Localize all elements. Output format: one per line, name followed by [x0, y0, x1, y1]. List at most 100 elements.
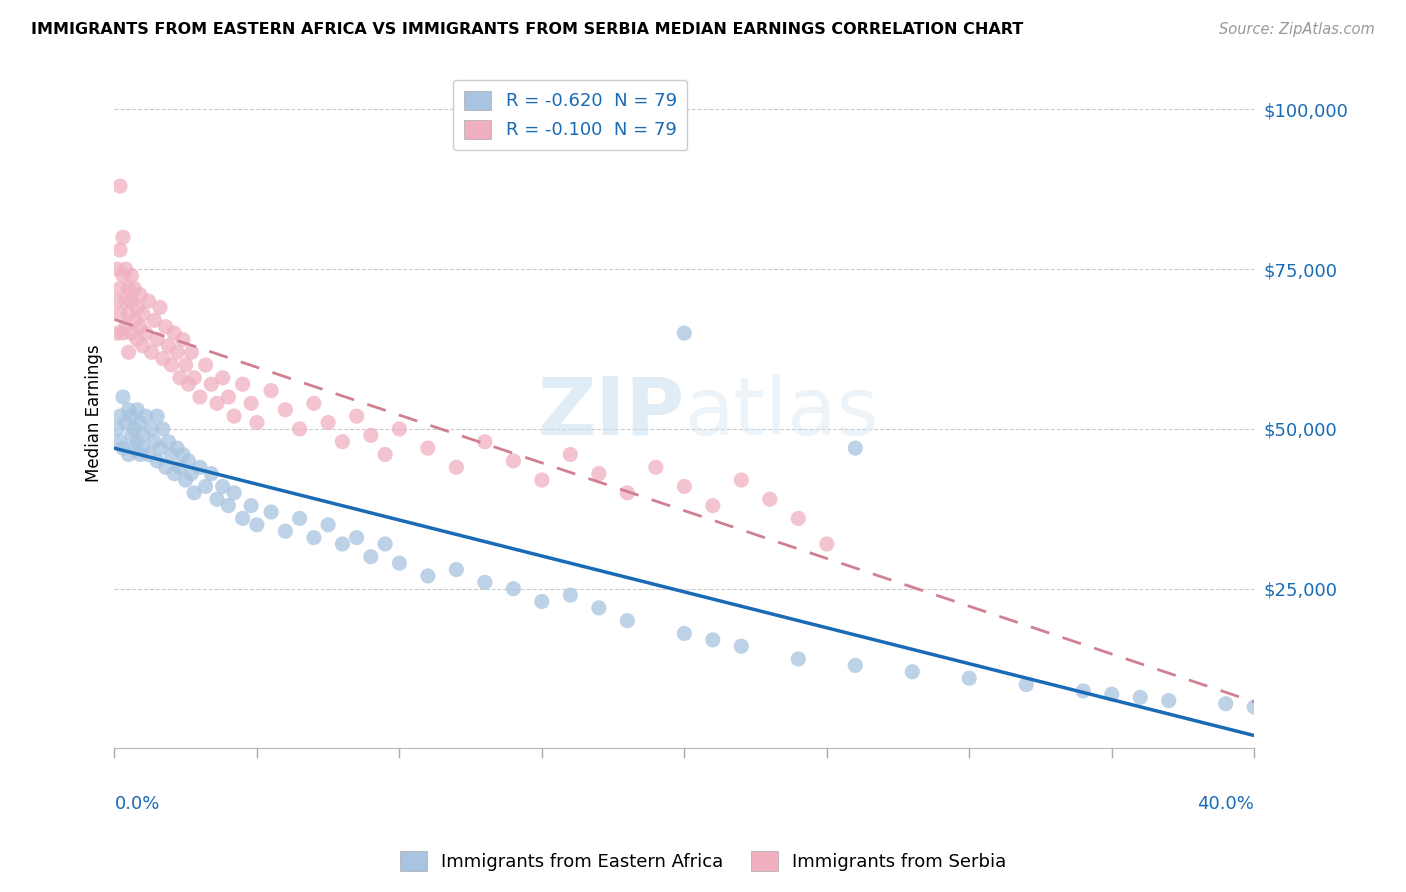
Point — [163, 467, 186, 481]
Point — [166, 441, 188, 455]
Point — [702, 632, 724, 647]
Point — [205, 396, 228, 410]
Point — [124, 441, 146, 455]
Point — [530, 473, 553, 487]
Point — [132, 307, 155, 321]
Point — [240, 499, 263, 513]
Point — [274, 524, 297, 539]
Point — [121, 428, 143, 442]
Point — [152, 351, 174, 366]
Point — [155, 460, 177, 475]
Point — [188, 460, 211, 475]
Point — [246, 416, 269, 430]
Point — [222, 409, 245, 424]
Point — [211, 479, 233, 493]
Point — [374, 537, 396, 551]
Point — [183, 486, 205, 500]
Point — [388, 556, 411, 570]
Point — [560, 588, 582, 602]
Point — [121, 268, 143, 283]
Point — [149, 301, 172, 315]
Point — [143, 313, 166, 327]
Point — [205, 492, 228, 507]
Point — [108, 307, 131, 321]
Y-axis label: Median Earnings: Median Earnings — [86, 344, 103, 482]
Point — [152, 422, 174, 436]
Point — [260, 384, 283, 398]
Point — [673, 479, 696, 493]
Point — [346, 531, 368, 545]
Point — [787, 511, 810, 525]
Point — [1015, 677, 1038, 691]
Point — [111, 326, 134, 340]
Point — [129, 448, 152, 462]
Point — [105, 422, 128, 436]
Point — [146, 333, 169, 347]
Point — [174, 358, 197, 372]
Legend: Immigrants from Eastern Africa, Immigrants from Serbia: Immigrants from Eastern Africa, Immigran… — [392, 844, 1014, 879]
Point — [121, 409, 143, 424]
Point — [416, 441, 439, 455]
Point — [177, 377, 200, 392]
Text: IMMIGRANTS FROM EASTERN AFRICA VS IMMIGRANTS FROM SERBIA MEDIAN EARNINGS CORRELA: IMMIGRANTS FROM EASTERN AFRICA VS IMMIGR… — [31, 22, 1024, 37]
Point — [759, 492, 782, 507]
Point — [288, 422, 311, 436]
Point — [163, 326, 186, 340]
Point — [588, 467, 610, 481]
Point — [673, 626, 696, 640]
Legend: R = -0.620  N = 79, R = -0.100  N = 79: R = -0.620 N = 79, R = -0.100 N = 79 — [453, 79, 688, 150]
Point — [844, 658, 866, 673]
Point — [108, 434, 131, 449]
Point — [172, 333, 194, 347]
Point — [132, 441, 155, 455]
Point — [129, 319, 152, 334]
Point — [222, 486, 245, 500]
Point — [530, 594, 553, 608]
Point — [416, 569, 439, 583]
Point — [132, 428, 155, 442]
Point — [183, 371, 205, 385]
Point — [174, 473, 197, 487]
Point — [288, 511, 311, 525]
Point — [157, 434, 180, 449]
Point — [200, 377, 222, 392]
Point — [172, 448, 194, 462]
Text: Source: ZipAtlas.com: Source: ZipAtlas.com — [1219, 22, 1375, 37]
Point — [157, 339, 180, 353]
Point — [118, 448, 141, 462]
Point — [105, 262, 128, 277]
Point — [108, 409, 131, 424]
Point — [194, 358, 217, 372]
Point — [1101, 687, 1123, 701]
Point — [346, 409, 368, 424]
Point — [232, 377, 254, 392]
Point — [1215, 697, 1237, 711]
Point — [1071, 684, 1094, 698]
Point — [121, 326, 143, 340]
Point — [166, 345, 188, 359]
Point — [644, 460, 666, 475]
Point — [138, 448, 160, 462]
Point — [316, 517, 339, 532]
Point — [127, 301, 149, 315]
Point — [121, 294, 143, 309]
Point — [129, 416, 152, 430]
Point — [616, 614, 638, 628]
Point — [111, 268, 134, 283]
Point — [957, 671, 980, 685]
Point — [124, 313, 146, 327]
Point — [124, 422, 146, 436]
Point — [132, 339, 155, 353]
Point — [673, 326, 696, 340]
Point — [155, 319, 177, 334]
Point — [169, 371, 191, 385]
Point — [177, 454, 200, 468]
Point — [180, 467, 202, 481]
Point — [160, 358, 183, 372]
Point — [446, 460, 468, 475]
Point — [111, 230, 134, 244]
Point — [246, 517, 269, 532]
Point — [502, 582, 524, 596]
Point — [143, 434, 166, 449]
Point — [374, 448, 396, 462]
